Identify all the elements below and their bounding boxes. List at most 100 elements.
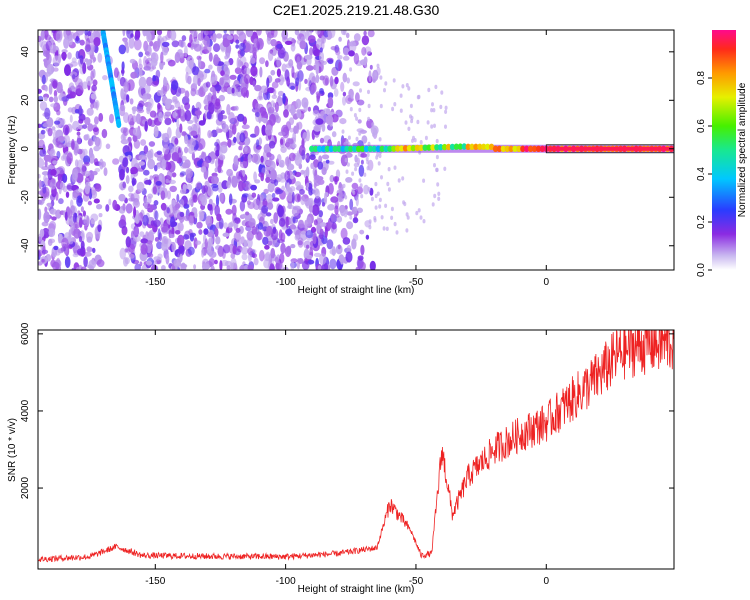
noise-speckle — [161, 159, 167, 171]
noise-speckle — [337, 55, 343, 60]
noise-speckle — [233, 155, 240, 167]
noise-speckle — [201, 258, 210, 268]
noise-speckle — [356, 186, 363, 195]
snr-ticks: -150 -100 -50 0 2000 4000 6000 — [20, 322, 674, 587]
noise-speckle — [244, 146, 248, 152]
noise-speckle — [250, 65, 258, 77]
noise-speckle — [286, 245, 292, 255]
noise-speckle — [69, 114, 73, 123]
noise-speckle — [184, 134, 189, 145]
noise-speckle — [245, 211, 250, 216]
noise-speckle — [279, 159, 285, 168]
spectrogram-frame — [37, 29, 675, 271]
noise-speckle — [271, 192, 276, 199]
noise-speckle — [348, 50, 355, 57]
noise-speckle — [283, 109, 289, 118]
noise-speckle — [91, 186, 97, 196]
noise-speckle — [140, 139, 147, 146]
noise-speckle — [346, 162, 350, 167]
noise-speckle — [276, 56, 281, 68]
noise-speckle — [345, 138, 349, 144]
colorbar-gradient — [712, 30, 736, 270]
noise-speckle — [254, 102, 261, 115]
carrier-segment — [422, 144, 428, 151]
noise-speckle — [312, 204, 320, 217]
noise-speckle — [345, 169, 349, 174]
noise-speckle — [118, 44, 127, 55]
noise-speckle — [318, 210, 324, 218]
noise-speckle — [287, 192, 293, 202]
noise-speckle — [232, 245, 237, 255]
noise-speckle — [53, 67, 59, 72]
noise-speckle — [319, 88, 324, 94]
noise-speckle — [403, 201, 407, 207]
noise-speckle — [351, 182, 359, 190]
noise-speckle — [180, 262, 187, 270]
noise-speckle — [129, 98, 134, 105]
noise-speckle — [393, 165, 397, 170]
noise-speckle — [191, 105, 195, 114]
noise-speckle — [435, 154, 439, 160]
noise-speckle — [101, 128, 108, 139]
noise-speckle — [238, 180, 245, 192]
noise-speckle — [262, 117, 268, 124]
noise-speckle — [40, 30, 45, 41]
noise-speckle — [78, 105, 83, 117]
noise-speckle — [290, 104, 295, 116]
noise-speckle — [73, 146, 79, 156]
noise-speckle — [61, 237, 69, 249]
noise-speckle — [392, 78, 396, 83]
noise-speckle — [226, 265, 231, 270]
noise-speckle — [203, 185, 208, 193]
noise-speckle — [62, 173, 68, 183]
noise-speckle — [200, 166, 207, 173]
noise-speckle — [201, 196, 208, 206]
noise-speckle — [199, 85, 204, 96]
noise-speckle — [135, 113, 141, 125]
spectrogram-marks — [38, 30, 674, 270]
noise-speckle — [315, 63, 320, 75]
noise-speckle — [66, 152, 73, 165]
noise-speckle — [40, 71, 46, 76]
noise-speckle — [231, 204, 237, 216]
noise-speckle — [387, 187, 391, 192]
noise-speckle — [299, 188, 305, 195]
noise-speckle — [38, 35, 42, 43]
noise-speckle — [327, 92, 334, 99]
noise-speckle — [216, 143, 220, 153]
noise-speckle — [280, 232, 286, 242]
noise-speckle — [143, 30, 151, 37]
noise-speckle — [157, 102, 161, 110]
noise-speckle — [267, 240, 273, 246]
noise-speckle — [289, 224, 297, 230]
noise-speckle — [359, 153, 368, 158]
noise-speckle — [215, 98, 221, 107]
noise-speckle — [144, 84, 151, 94]
noise-speckle — [239, 200, 246, 212]
spectrogram-y-tick-label: 0 — [20, 146, 31, 152]
noise-speckle — [43, 96, 48, 101]
noise-speckle — [44, 107, 51, 120]
noise-speckle — [417, 94, 421, 100]
carrier-segment — [516, 145, 522, 152]
figure-title: C2E1.2025.219.21.48.G30 — [273, 2, 440, 18]
noise-speckle — [48, 96, 54, 103]
noise-speckle — [49, 208, 57, 215]
noise-speckle — [369, 64, 373, 70]
noise-speckle — [217, 164, 222, 173]
noise-speckle — [288, 117, 295, 126]
noise-speckle — [384, 203, 388, 208]
noise-speckle — [303, 101, 308, 113]
noise-speckle — [52, 261, 60, 270]
colorbar: 0.0 0.2 0.4 0.6 0.8 Normalized spectral ampl… — [696, 30, 748, 277]
noise-speckle — [184, 102, 191, 111]
noise-speckle — [38, 139, 45, 150]
noise-speckle — [51, 30, 57, 34]
noise-speckle — [94, 116, 99, 125]
noise-speckle — [58, 135, 65, 142]
noise-speckle — [81, 164, 86, 177]
noise-speckle — [201, 248, 205, 258]
noise-speckle — [74, 159, 79, 168]
carrier-segment — [481, 143, 487, 150]
noise-speckle — [122, 157, 129, 168]
